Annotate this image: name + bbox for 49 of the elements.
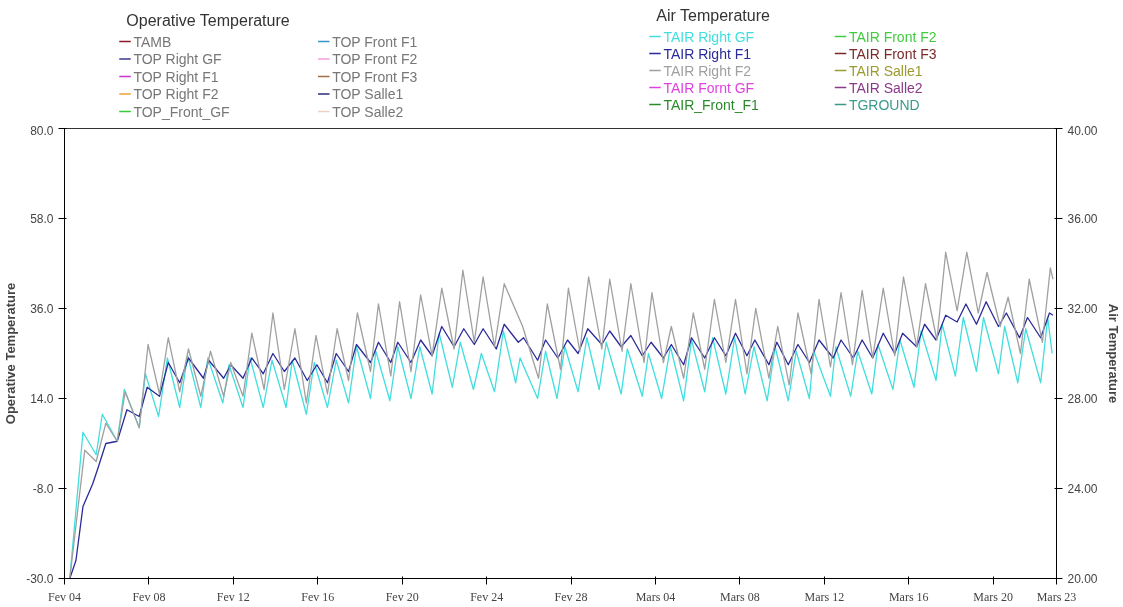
y-tick-label: 36.0 (30, 302, 54, 316)
legend-label: TOP Salle1 (332, 86, 404, 102)
y2-tick-label: 28.00 (1067, 392, 1098, 406)
x-tick-label: Mars 04 (635, 589, 676, 604)
x-tick-label: Fev 24 (470, 589, 504, 604)
legend-label: TOP Front F3 (332, 68, 418, 85)
y-tick-label: -8.0 (32, 482, 54, 496)
x-tick-label: Mars 16 (888, 589, 929, 604)
x-tick-label: Mars 23 (1036, 589, 1077, 604)
legend-label: TOP Front F2 (332, 51, 418, 67)
y-tick-label: 80.0 (30, 123, 54, 138)
legend-label: TAIR Right GF (663, 28, 755, 45)
y2-tick-label: 24.00 (1067, 482, 1098, 496)
legend-label: TAIR Right F2 (663, 62, 752, 79)
text: Air Temperature (656, 7, 770, 24)
text: Operative Temperature (126, 12, 290, 29)
legend-label: TGROUND (848, 96, 920, 113)
legend-label: TOP Right F1 (133, 68, 219, 85)
x-tick-label: Mars 08 (720, 589, 760, 604)
legend-label: TAIR Front F3 (848, 45, 937, 62)
legend-label: TOP_Front_GF (133, 103, 230, 120)
x-tick-label: Fev 12 (216, 589, 250, 604)
legend-label: TOP Right F2 (133, 86, 219, 102)
y2-tick-label: 40.00 (1067, 123, 1098, 138)
legend-label: TAIR Right F1 (663, 45, 752, 62)
legend-label: TOP Salle2 (332, 103, 404, 120)
legend-label: TAMB (133, 33, 172, 50)
y-tick-label: 14.0 (30, 392, 54, 406)
y2-axis-title: Air Temperature (1105, 303, 1121, 404)
x-tick-label: Fev 08 (132, 589, 166, 604)
x-tick-label: Fev 16 (301, 589, 335, 604)
legend-label: TAIR_Front_F1 (663, 96, 760, 113)
legend-label: TAIR Salle1 (848, 62, 923, 79)
y-tick-label: -30.0 (26, 572, 54, 586)
x-tick-label: Mars 12 (804, 589, 845, 604)
x-tick-label: Fev 20 (385, 589, 419, 604)
x-tick-label: Fev 04 (48, 589, 81, 604)
y2-tick-label: 32.00 (1067, 302, 1098, 316)
legend-label: TOP Front F1 (332, 33, 418, 50)
legend-label: TOP Right GF (133, 51, 222, 67)
y2-tick-label: 20.00 (1067, 572, 1098, 586)
legend-label: TAIR Front F2 (848, 28, 937, 45)
x-tick-label: Fev 28 (554, 589, 588, 604)
legend-label: TAIR Fornt GF (663, 79, 755, 96)
y-tick-label: 58.0 (30, 212, 54, 226)
y-axis-title: Operative Temperature (3, 282, 19, 425)
y2-tick-label: 36.00 (1067, 212, 1098, 226)
x-tick-label: Mars 20 (973, 589, 1014, 604)
legend-label: TAIR Salle2 (848, 79, 923, 96)
